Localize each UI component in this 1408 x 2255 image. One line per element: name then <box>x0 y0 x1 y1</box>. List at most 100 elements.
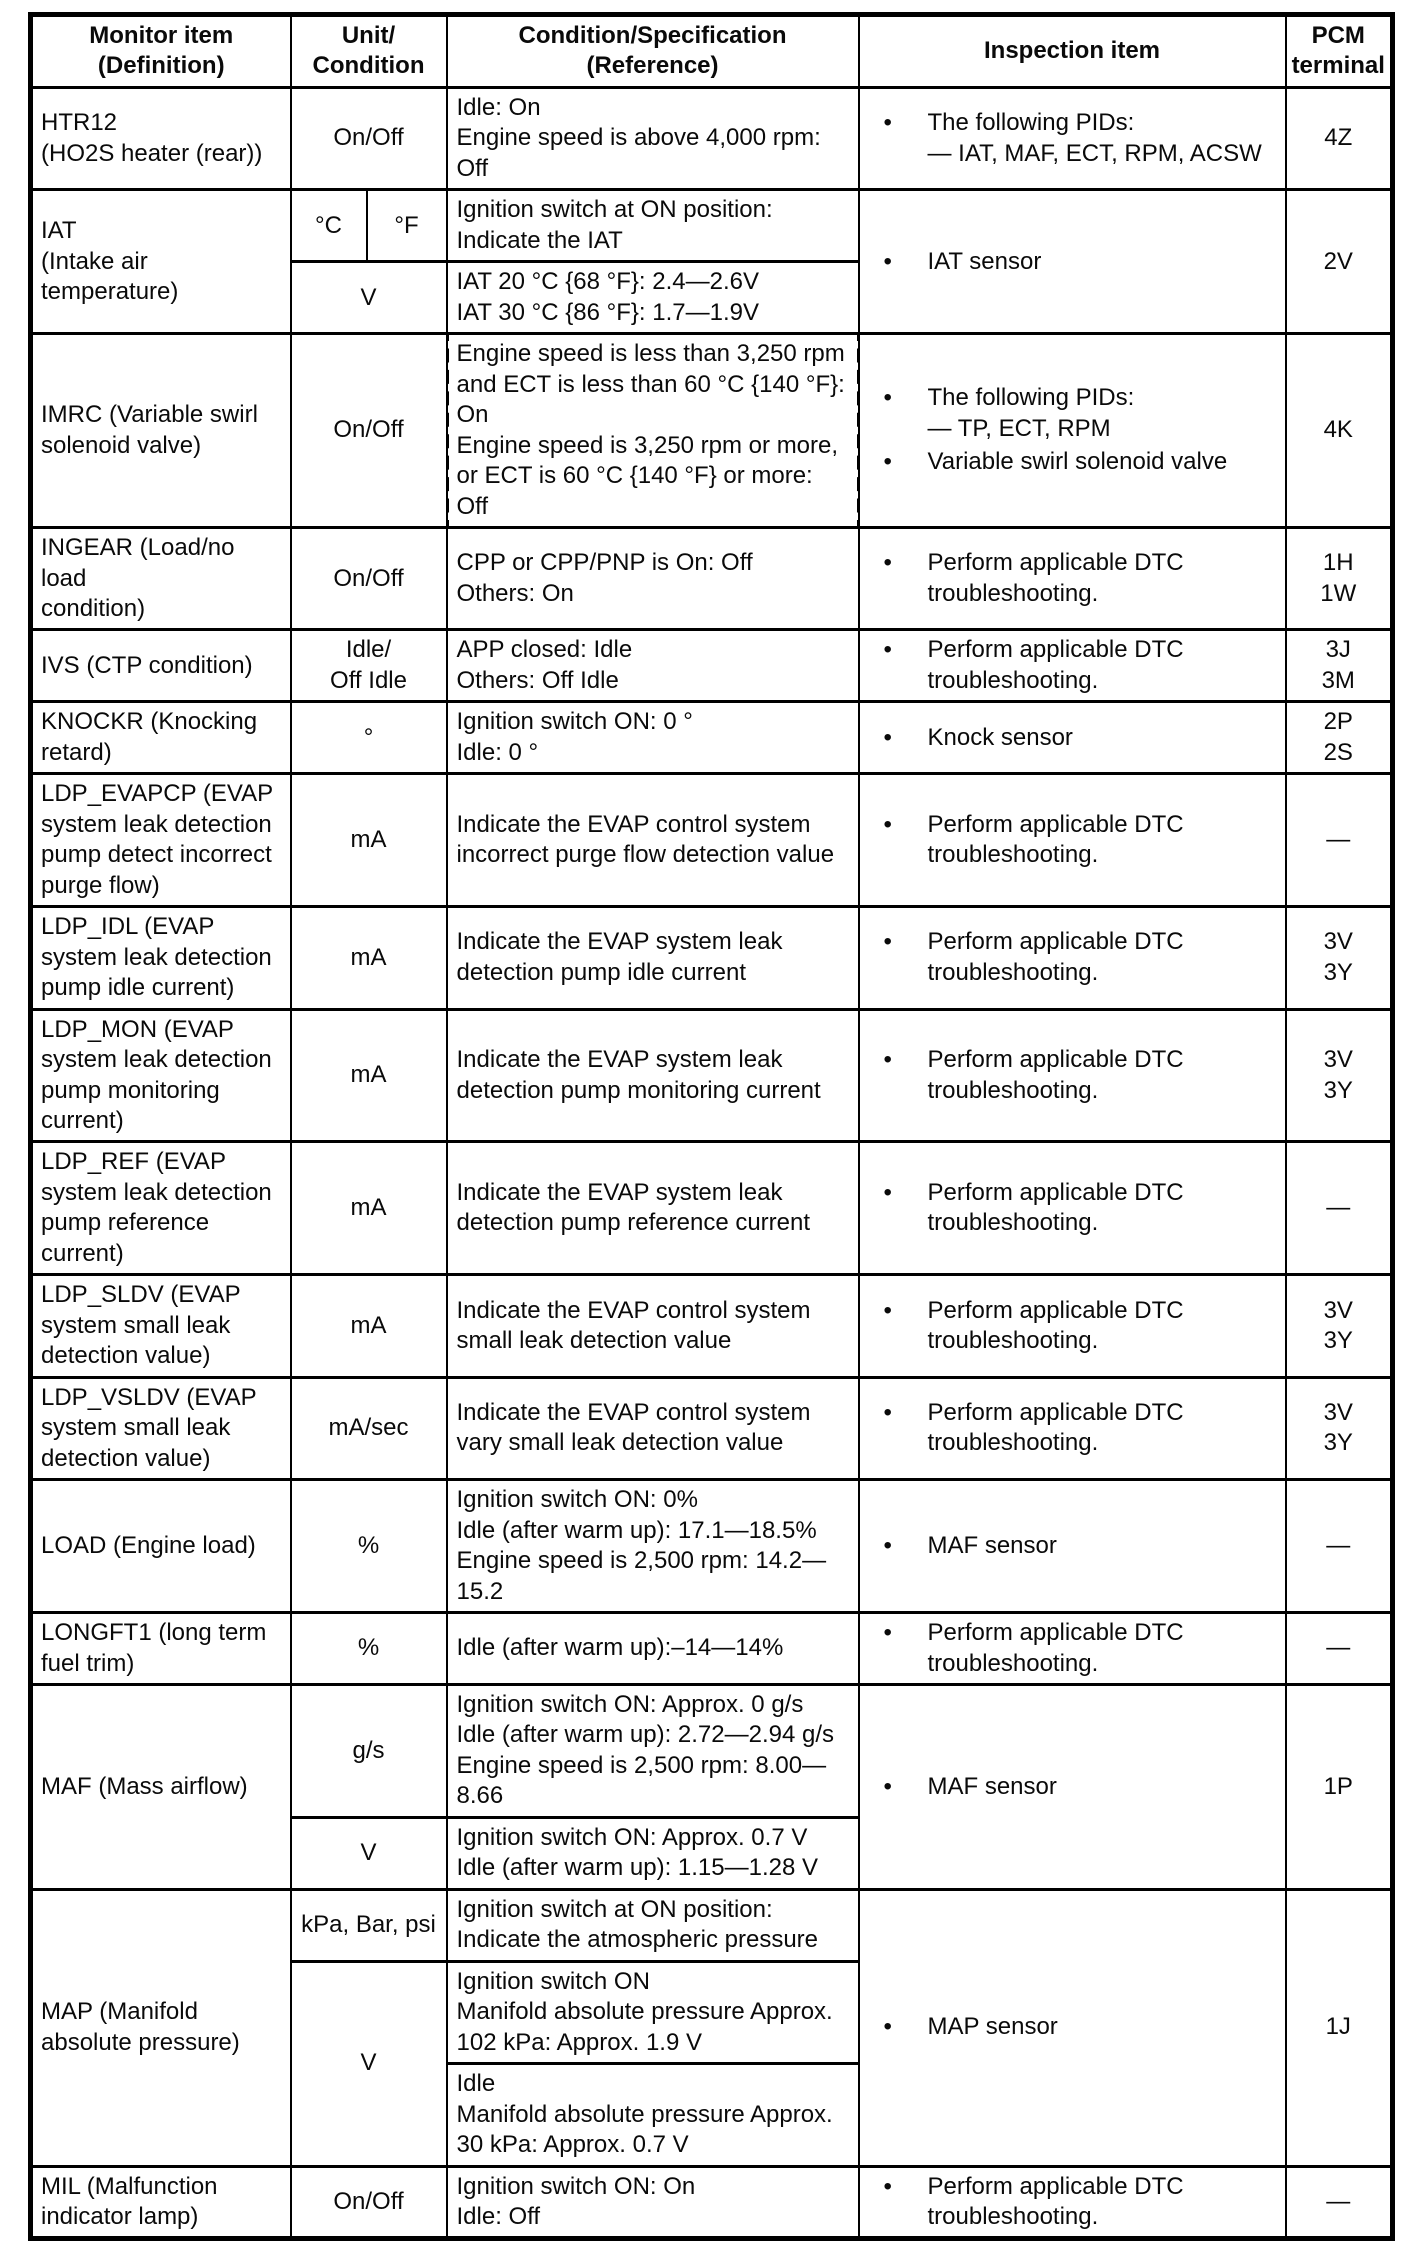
knockr-condition-cell: Ignition switch ON: 0 ° Idle: 0 ° <box>445 700 860 776</box>
iat-condition-top-cell: Ignition switch at ON position: Indicate… <box>445 188 860 264</box>
longft1-condition-cell: Idle (after warm up):–14—14% <box>445 1611 860 1686</box>
inspection-text: Perform applicable DTC troubleshooting. <box>927 810 1184 869</box>
row-knockr: KNOCKR (Knocking retard) ° Ignition swit… <box>29 700 1394 776</box>
load-condition-cell: Ignition switch ON: 0% Idle (after warm … <box>445 1478 860 1615</box>
imrc-unit-cell: On/Off <box>289 332 448 530</box>
inspection-text: Perform applicable DTC troubleshooting. <box>927 1178 1184 1237</box>
bullet-icon: • <box>883 1296 892 1324</box>
knockr-terminal-cell: 2P 2S <box>1284 700 1394 776</box>
ldp-idl-monitor-cell: LDP_IDL (EVAP system leak detection pump… <box>29 905 292 1011</box>
ldp-mon-inspection-cell: • Perform applicable DTC troubleshooting… <box>857 1007 1287 1144</box>
pcm-monitor-table: Monitor item (Definition) Unit/ Conditio… <box>28 12 1395 2242</box>
row-iat-bottom: V IAT 20 °C {68 °F}: 2.4—2.6V IAT 30 °C … <box>31 260 1393 336</box>
htr12-inspection-cell: • The following PIDs: — IAT, MAF, ECT, R… <box>857 85 1287 192</box>
mil-condition-cell: Ignition switch ON: On Idle: Off <box>445 2164 860 2241</box>
bullet-icon: • <box>883 549 892 577</box>
ldp-evapcp-monitor-cell: LDP_EVAPCP (EVAP system leak detection p… <box>29 772 292 909</box>
bullet-icon: • <box>883 810 892 838</box>
bullet-icon: • <box>883 448 892 476</box>
inspection-bullet-item: • Perform applicable DTC troubleshooting… <box>880 810 1281 871</box>
ldp-evapcp-condition-cell: Indicate the EVAP control system incorre… <box>445 772 860 909</box>
row-longft1: LONGFT1 (long term fuel trim) % Idle (af… <box>29 1611 1394 1686</box>
ldp-ref-monitor-cell: LDP_REF (EVAP system leak detection pump… <box>29 1140 292 1277</box>
knockr-monitor-cell: KNOCKR (Knocking retard) <box>29 700 292 776</box>
iat-terminal-cell: 2V <box>1284 188 1394 336</box>
row-ingear: INGEAR (Load/no load condition) On/Off C… <box>29 526 1394 632</box>
load-terminal-cell: — <box>1284 1478 1394 1615</box>
ldp-sldv-monitor-cell: LDP_SLDV (EVAP system small leak detecti… <box>29 1273 292 1379</box>
ldp-mon-unit-cell: mA <box>289 1007 448 1144</box>
inspection-text: Perform applicable DTC troubleshooting. <box>927 2172 1184 2230</box>
maf-terminal-cell: 1P <box>1284 1682 1394 1891</box>
ldp-sldv-inspection-cell: • Perform applicable DTC troubleshooting… <box>857 1273 1287 1379</box>
ldp-sldv-condition-cell: Indicate the EVAP control system small l… <box>445 1273 860 1379</box>
inspection-text: Perform applicable DTC troubleshooting. <box>927 636 1184 694</box>
inspection-bullet-item: • MAP sensor <box>880 2012 1281 2042</box>
inspection-text: MAP sensor <box>927 2013 1058 2041</box>
col-header-condition-specification: Condition/Specification (Reference) <box>445 13 860 89</box>
ingear-inspection-cell: • Perform applicable DTC troubleshooting… <box>857 526 1287 632</box>
inspection-text: Perform applicable DTC troubleshooting. <box>927 928 1184 986</box>
col-header-pcm-terminal: PCM terminal <box>1284 13 1394 89</box>
ldp-idl-terminal-cell: 3V 3Y <box>1284 905 1394 1011</box>
maf-condition-gs-cell: Ignition switch ON: Approx. 0 g/s Idle (… <box>445 1682 860 1819</box>
ingear-unit-cell: On/Off <box>289 526 448 632</box>
inspection-bullet-item: • Perform applicable DTC troubleshooting… <box>880 635 1281 696</box>
htr12-unit-cell: On/Off <box>289 85 448 192</box>
inspection-text: Knock sensor <box>927 723 1073 751</box>
row-ldp-mon: LDP_MON (EVAP system leak detection pump… <box>29 1007 1394 1144</box>
htr12-terminal-cell: 4Z <box>1284 85 1394 192</box>
inspection-bullet-item: • The following PIDs: — TP, ECT, RPM <box>880 383 1281 444</box>
ivs-monitor-cell: IVS (CTP condition) <box>29 628 292 704</box>
imrc-inspection-cell: • The following PIDs: — TP, ECT, RPM • V… <box>857 332 1287 530</box>
ivs-inspection-cell: • Perform applicable DTC troubleshooting… <box>857 628 1287 704</box>
imrc-monitor-cell: IMRC (Variable swirl solenoid valve) <box>29 332 292 530</box>
row-ldp-sldv: LDP_SLDV (EVAP system small leak detecti… <box>29 1273 1394 1379</box>
longft1-terminal-cell: — <box>1284 1611 1394 1686</box>
inspection-bullet-item: • IAT sensor <box>880 247 1281 277</box>
row-ivs: IVS (CTP condition) Idle/ Off Idle APP c… <box>29 628 1394 704</box>
maf-condition-volt-cell: Ignition switch ON: Approx. 0.7 V Idle (… <box>445 1815 860 1891</box>
bullet-icon: • <box>883 247 892 275</box>
row-map-kpa: MAP (Manifold absolute pressure) kPa, Ba… <box>29 1887 1394 2168</box>
htr12-condition-cell: Idle: On Engine speed is above 4,000 rpm… <box>445 85 860 192</box>
iat-condition-bottom-cell: IAT 20 °C {68 °F}: 2.4—2.6V IAT 30 °C {8… <box>445 260 860 336</box>
bullet-icon: • <box>883 1772 892 1800</box>
load-inspection-cell: • MAF sensor <box>857 1478 1287 1615</box>
bullet-icon: • <box>883 636 892 664</box>
map-condition-volt-on-cell: Ignition switch ON Manifold absolute pre… <box>445 1959 860 2066</box>
inspection-text: Perform applicable DTC troubleshooting. <box>927 1046 1184 1104</box>
map-unit-volt-cell: V <box>289 1959 448 2168</box>
bullet-icon: • <box>883 1178 892 1206</box>
ldp-ref-terminal-cell: — <box>1284 1140 1394 1277</box>
inspection-text: MAF sensor <box>927 1531 1057 1559</box>
row-imrc: IMRC (Variable swirl solenoid valve) On/… <box>29 332 1394 530</box>
ldp-vsldv-terminal-cell: 3V 3Y <box>1284 1375 1394 1482</box>
map-terminal-cell: 1J <box>1284 1887 1394 2168</box>
row-load: LOAD (Engine load) % Ignition switch ON:… <box>29 1478 1394 1615</box>
ldp-vsldv-inspection-cell: • Perform applicable DTC troubleshooting… <box>857 1375 1287 1482</box>
header-row: Monitor item (Definition) Unit/ Conditio… <box>29 13 1394 89</box>
inspection-text: The following PIDs: — IAT, MAF, ECT, RPM… <box>927 109 1262 167</box>
iat-unit-celsius-cell: °C <box>289 188 368 264</box>
inspection-bullet-item: • Perform applicable DTC troubleshooting… <box>880 548 1281 609</box>
bullet-icon: • <box>883 109 892 137</box>
map-condition-volt-idle-cell: Idle Manifold absolute pressure Approx. … <box>445 2062 860 2168</box>
row-htr12: HTR12 (HO2S heater (rear)) On/Off Idle: … <box>29 85 1394 192</box>
inspection-text: Perform applicable DTC troubleshooting. <box>927 1296 1184 1355</box>
row-ldp-vsldv: LDP_VSLDV (EVAP system small leak detect… <box>29 1375 1394 1482</box>
inspection-text: Perform applicable DTC troubleshooting. <box>927 1619 1184 1677</box>
ldp-sldv-terminal-cell: 3V 3Y <box>1284 1273 1394 1379</box>
mil-terminal-cell: — <box>1284 2164 1394 2241</box>
row-maf-gs: MAF (Mass airflow) g/s Ignition switch O… <box>29 1682 1394 1891</box>
iat-inspection-cell: • IAT sensor <box>857 188 1287 336</box>
maf-unit-volt-cell: V <box>289 1815 448 1891</box>
col-header-unit-condition: Unit/ Condition <box>289 13 448 89</box>
row-ldp-ref: LDP_REF (EVAP system leak detection pump… <box>29 1140 1394 1277</box>
inspection-bullet-item: • Knock sensor <box>880 723 1281 753</box>
inspection-bullet-item: • MAF sensor <box>880 1531 1281 1561</box>
inspection-bullet-item: • Perform applicable DTC troubleshooting… <box>880 1178 1281 1239</box>
load-unit-cell: % <box>289 1478 448 1615</box>
map-monitor-cell: MAP (Manifold absolute pressure) <box>29 1887 292 2168</box>
